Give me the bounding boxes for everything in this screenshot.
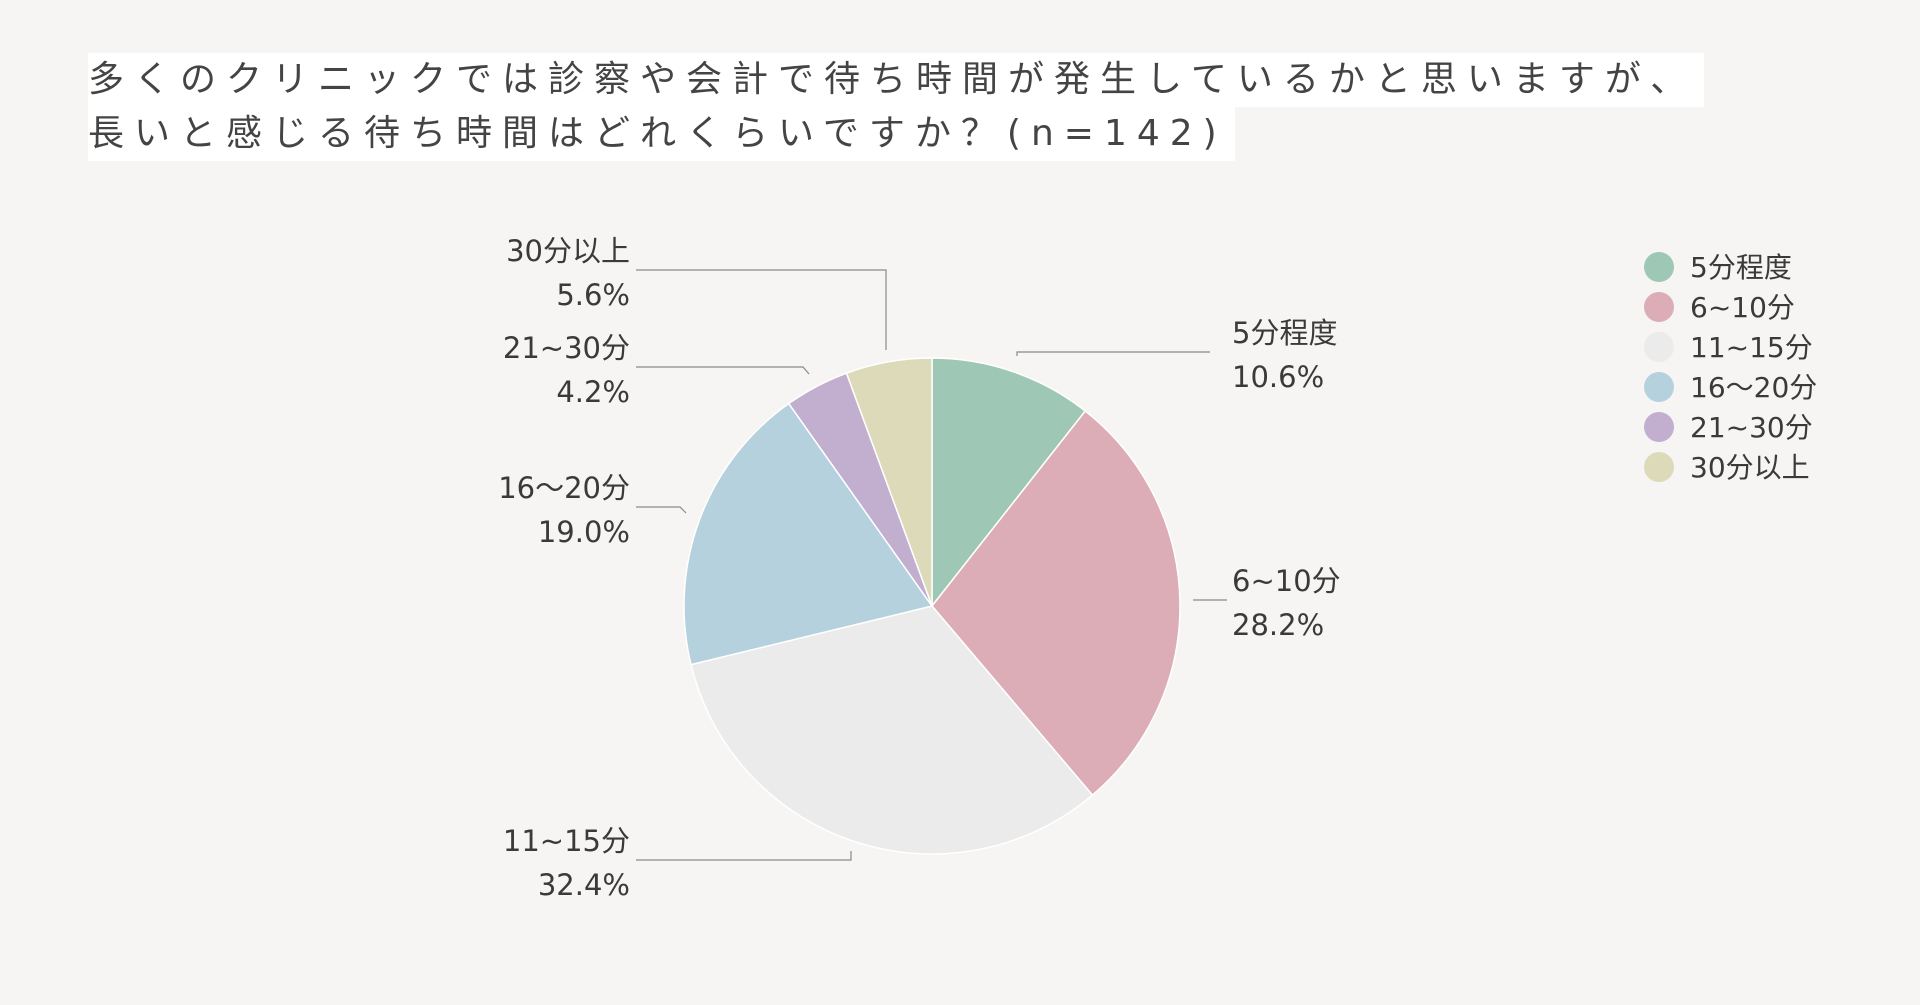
slice-value-label: 32.4% [538, 868, 630, 902]
slice-value-label: 5.6% [556, 278, 630, 312]
leader-line [1016, 351, 1210, 356]
slice-value-label: 4.2% [556, 375, 630, 409]
slice-category-label: 5分程度 [1232, 316, 1337, 350]
pie-slice [931, 409, 1181, 797]
pie-slice [845, 357, 933, 607]
legend-swatch [1644, 332, 1674, 362]
legend-swatch [1644, 372, 1674, 402]
slice-value-label: 19.0% [538, 515, 630, 549]
pie-slice [690, 605, 1094, 855]
leader-line [636, 506, 687, 514]
slice-value-label: 28.2% [1232, 608, 1324, 642]
chart-title: 多くのクリニックでは診察や会計で待ち時間が発生しているかと思いますが、 長いと感… [88, 53, 1705, 161]
legend-label: 16〜20分 [1690, 371, 1817, 404]
legend-swatch [1644, 412, 1674, 442]
chart-title-line-1: 多くのクリニックでは診察や会計で待ち時間が発生しているかと思いますが、 [88, 53, 1705, 107]
leader-line [636, 366, 810, 375]
leader-lines [636, 269, 1227, 861]
slice-labels: 5分程度 10.6% 6~10分 28.2% 11~15分 32.4% 16〜20分 19.0… [498, 234, 1340, 902]
legend-swatch [1644, 452, 1674, 482]
slice-category-label: 11~15分 [503, 824, 630, 858]
legend-swatch [1644, 252, 1674, 282]
leader-line [636, 269, 887, 350]
legend-label: 21~30分 [1690, 411, 1813, 444]
chart-title-line-2: 長いと感じる待ち時間はどれくらいですか？(n=142) [88, 107, 1235, 161]
slice-category-label: 16〜20分 [498, 471, 630, 505]
legend-label: 5分程度 [1690, 251, 1792, 284]
legend-label: 6~10分 [1690, 291, 1795, 324]
pie-slice [683, 402, 934, 666]
slice-category-label: 6~10分 [1232, 564, 1341, 598]
legend-label: 30分以上 [1690, 451, 1810, 484]
slice-category-label: 21~30分 [503, 331, 630, 365]
legend: 5分程度 6~10分 11~15分 16〜20分 21~30分 30分以上 [1644, 251, 1817, 484]
slice-value-label: 10.6% [1232, 360, 1324, 394]
slice-category-label: 30分以上 [506, 234, 630, 268]
legend-swatch [1644, 292, 1674, 322]
pie-slices [683, 357, 1181, 855]
pie-slice [931, 357, 1087, 609]
legend-label: 11~15分 [1690, 331, 1813, 364]
leader-line [636, 851, 852, 861]
